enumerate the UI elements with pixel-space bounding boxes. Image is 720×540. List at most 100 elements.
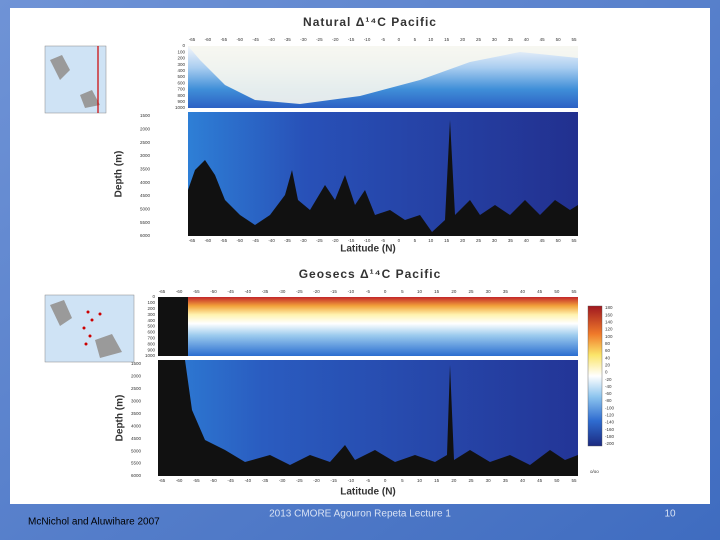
- x-tick-label: -25: [316, 37, 323, 42]
- x-tick-label: -55: [221, 238, 228, 243]
- x-tick-label: -50: [236, 238, 243, 243]
- x-tick-label: 30: [492, 238, 498, 243]
- colorbar-unit: o/oo: [590, 469, 599, 474]
- x-tick-label: 35: [503, 478, 509, 483]
- y-tick-label: 5500: [140, 220, 151, 225]
- x-tick-label: -5: [366, 478, 370, 483]
- y-tick-label: 400: [147, 318, 155, 323]
- y-tick-label: 200: [147, 306, 155, 311]
- x-tick-label: 40: [524, 238, 530, 243]
- x-axis-label: Latitude (N): [340, 487, 396, 498]
- y-tick-label: 600: [177, 80, 185, 85]
- x-tick-label: -60: [205, 37, 212, 42]
- colorbar-label: -40: [605, 384, 612, 389]
- y-tick-label: 500: [147, 324, 155, 329]
- x-axis-label: Latitude (N): [340, 244, 396, 255]
- x-tick-label: -5: [381, 37, 385, 42]
- stations: [82, 310, 102, 346]
- x-tick-label: -50: [236, 37, 243, 42]
- x-tick-label: -20: [313, 289, 320, 294]
- x-tick-label: 45: [540, 37, 546, 42]
- x-tick-label: -25: [316, 238, 323, 243]
- x-tick-label: -30: [279, 478, 286, 483]
- x-tick-label: 0: [398, 238, 401, 243]
- colorbar-label: -20: [605, 377, 612, 382]
- x-tick-label: -35: [284, 238, 291, 243]
- y-axis-label: Depth (m): [114, 151, 125, 198]
- x-tick-label: 10: [417, 478, 423, 483]
- x-tick-label: -55: [193, 478, 200, 483]
- x-tick-label: -15: [348, 238, 355, 243]
- x-tick-label: -65: [159, 478, 166, 483]
- y-tick-label: 1000: [175, 105, 186, 110]
- x-tick-label: -40: [268, 238, 275, 243]
- x-tick-label: 30: [492, 37, 498, 42]
- x-tick-label: -15: [330, 478, 337, 483]
- x-tick-label: -20: [313, 478, 320, 483]
- x-tick-label: 35: [503, 289, 509, 294]
- x-tick-label: -45: [252, 238, 259, 243]
- x-tick-label: 45: [537, 478, 543, 483]
- x-tick-label: -65: [189, 238, 196, 243]
- x-tick-label: 15: [434, 478, 440, 483]
- colorbar-label: 20: [605, 362, 611, 367]
- x-tick-label: 5: [414, 238, 417, 243]
- y-tick-label: 200: [177, 56, 185, 61]
- x-tick-label: -20: [332, 37, 339, 42]
- x-tick-label: 15: [444, 238, 450, 243]
- x-tick-label: -20: [332, 238, 339, 243]
- y-tick-label: 600: [147, 330, 155, 335]
- x-tick-label: -35: [262, 289, 269, 294]
- colorbar-label: 60: [605, 348, 611, 353]
- x-tick-label: -45: [227, 289, 234, 294]
- y-tick-label: 400: [177, 68, 185, 73]
- x-tick-label: -45: [252, 37, 259, 42]
- x-tick-label: -15: [348, 37, 355, 42]
- x-tick-label: -65: [159, 289, 166, 294]
- x-tick-label: -10: [348, 289, 355, 294]
- figure-title: Natural Δ¹⁴C Pacific: [303, 15, 437, 29]
- y-tick-label: 2500: [131, 386, 142, 391]
- colorbar-label: -200: [605, 441, 615, 446]
- colorbar-label: -100: [605, 405, 615, 410]
- x-tick-label: -55: [221, 37, 228, 42]
- colorbar-label: -60: [605, 391, 612, 396]
- upper-panel: [158, 297, 578, 356]
- x-tick-label: -50: [210, 289, 217, 294]
- x-tick-label: 40: [520, 478, 526, 483]
- colorbar-label: 160: [605, 312, 613, 317]
- colorbar-label: 140: [605, 320, 613, 325]
- x-tick-label: 45: [537, 289, 543, 294]
- y-tick-label: 300: [147, 312, 155, 317]
- x-tick-label: 55: [571, 37, 577, 42]
- x-tick-label: 45: [540, 238, 546, 243]
- y-tick-label: 900: [147, 347, 155, 352]
- y-tick-label: 2000: [140, 127, 151, 132]
- y-tick-label: 5000: [140, 207, 151, 212]
- x-tick-label: -25: [296, 289, 303, 294]
- land: [50, 300, 122, 358]
- citation: McNichol and Aluwihare 2007: [28, 517, 160, 528]
- x-tick-label: -25: [296, 478, 303, 483]
- colorbar-label: -120: [605, 413, 615, 418]
- y-tick-label: 700: [177, 87, 185, 92]
- x-tick-label: 0: [384, 289, 387, 294]
- colorbar-label: 0: [605, 370, 608, 375]
- y-axis-label: Depth (m): [115, 395, 126, 442]
- x-tick-label: 10: [417, 289, 423, 294]
- y-tick-label: 100: [147, 300, 155, 305]
- y-tick-label: 100: [177, 49, 185, 54]
- x-tick-label: 30: [486, 289, 492, 294]
- x-tick-label: -5: [366, 289, 370, 294]
- x-tick-label: 35: [508, 238, 514, 243]
- y-tick-label: 6000: [131, 473, 142, 478]
- x-tick-label: -45: [227, 478, 234, 483]
- lecture-footer: 2013 CMORE Agouron Repeta Lecture 1: [269, 509, 451, 520]
- colorbar-label: 100: [605, 334, 613, 339]
- y-tick-label: 1000: [145, 353, 156, 358]
- y-tick-label: 3000: [131, 399, 142, 404]
- colorbar-label: 180: [605, 305, 613, 310]
- y-tick-label: 2500: [140, 140, 151, 145]
- y-tick-label: 3000: [140, 153, 151, 158]
